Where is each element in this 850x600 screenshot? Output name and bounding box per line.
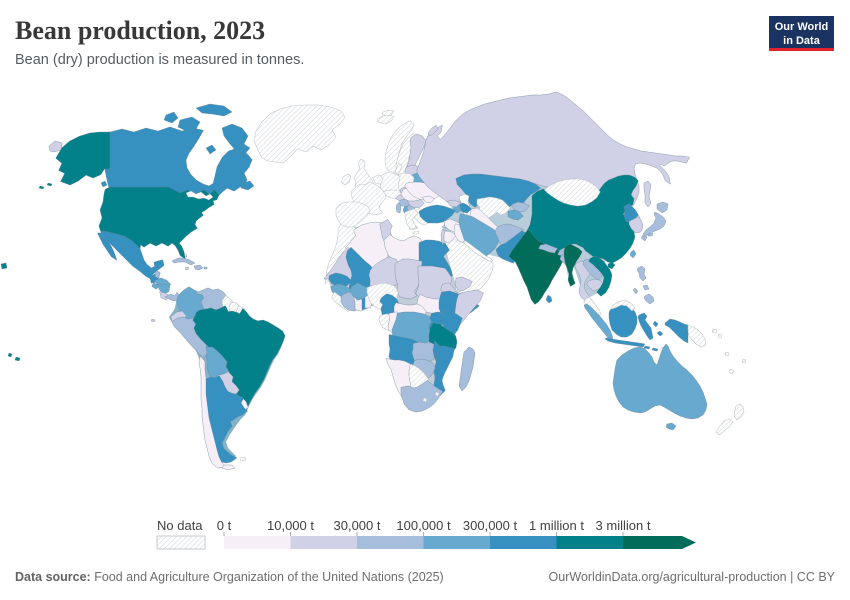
svg-text:100,000 t: 100,000 t — [396, 518, 451, 533]
svg-text:0 t: 0 t — [217, 518, 232, 533]
svg-text:1 million t: 1 million t — [529, 518, 584, 533]
svg-text:300,000 t: 300,000 t — [463, 518, 518, 533]
svg-text:10,000 t: 10,000 t — [267, 518, 314, 533]
svg-text:30,000 t: 30,000 t — [334, 518, 381, 533]
svg-text:3 million t: 3 million t — [596, 518, 651, 533]
svg-text:No data: No data — [157, 518, 203, 533]
